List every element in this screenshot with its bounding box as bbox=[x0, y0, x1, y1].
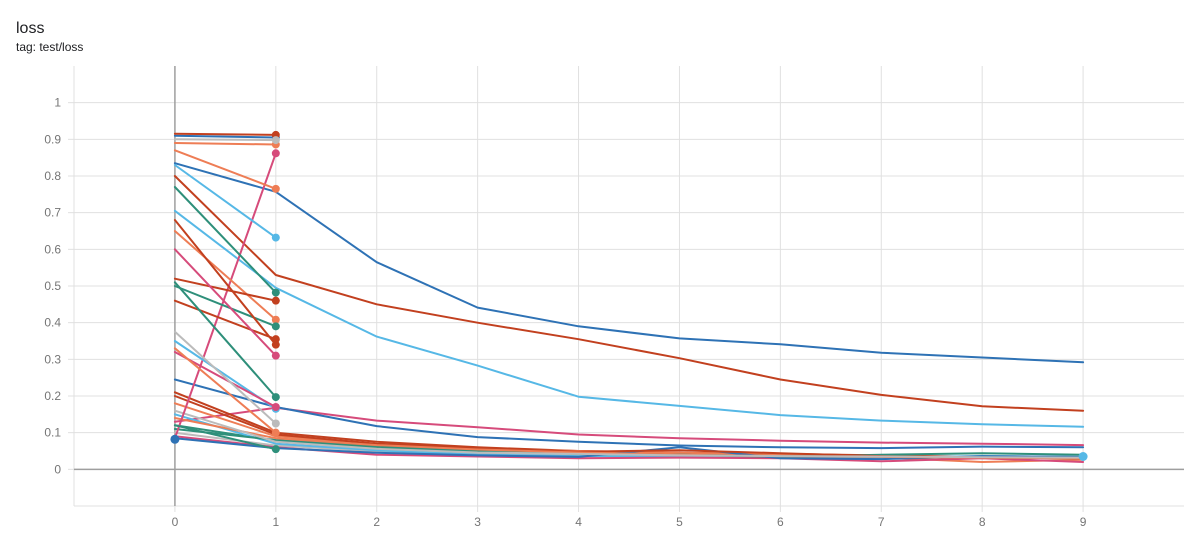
x-tick-label: 9 bbox=[1080, 515, 1087, 529]
y-tick-label: 0.3 bbox=[44, 352, 61, 366]
chart-tag: tag: test/loss bbox=[16, 40, 84, 54]
series-line-30 bbox=[173, 134, 277, 139]
series-end-point-17 bbox=[271, 233, 280, 242]
series-line-35 bbox=[173, 347, 277, 434]
series-line-15 bbox=[173, 409, 1085, 459]
chart-grid bbox=[68, 66, 1184, 512]
x-tick-label: 7 bbox=[878, 515, 885, 529]
series-line-31 bbox=[173, 132, 277, 136]
series-line-21 bbox=[173, 277, 277, 302]
x-tick-label: 2 bbox=[373, 515, 380, 529]
series-line-4 bbox=[173, 378, 1085, 450]
series-line-17 bbox=[173, 164, 277, 239]
series-line-18 bbox=[173, 149, 277, 190]
end-marker-0 bbox=[170, 434, 180, 444]
chart-card-header: loss tag: test/loss bbox=[16, 20, 83, 54]
chart-tick-labels: 0 1 2 3 4 5 6 7 8 9 0 0.1 0.2 0.3 0.4 0.5 0.6 0.7 0.8 0.9 1 bbox=[44, 96, 1086, 529]
series-line-19 bbox=[173, 186, 277, 294]
y-tick-label: 0.8 bbox=[44, 169, 61, 183]
series-line-33 bbox=[173, 138, 277, 142]
x-tick-label: 3 bbox=[474, 515, 481, 529]
x-tick-label: 8 bbox=[979, 515, 986, 529]
x-tick-label: 0 bbox=[172, 515, 179, 529]
series-line-26 bbox=[173, 281, 277, 399]
chart-markers-layer bbox=[170, 130, 1088, 461]
series-line-23 bbox=[173, 299, 277, 341]
chart-title: loss bbox=[16, 20, 45, 37]
series-end-point-35 bbox=[271, 428, 280, 437]
series-line-22 bbox=[173, 285, 277, 328]
y-tick-label: 0.1 bbox=[44, 426, 61, 440]
y-tick-label: 0.7 bbox=[44, 206, 61, 220]
series-end-point-29 bbox=[271, 419, 280, 428]
x-tick-label: 1 bbox=[272, 515, 279, 529]
series-end-point-26 bbox=[271, 393, 280, 402]
series-line-2 bbox=[173, 209, 1085, 428]
series-line-24 bbox=[173, 219, 277, 346]
series-end-point-25 bbox=[271, 351, 280, 360]
series-end-point-21 bbox=[271, 296, 280, 305]
y-tick-label: 0.9 bbox=[44, 132, 61, 146]
series-end-point-18 bbox=[271, 184, 280, 193]
series-end-point-34 bbox=[271, 445, 280, 454]
series-line-0 bbox=[173, 162, 1085, 364]
x-tick-label: 6 bbox=[777, 515, 784, 529]
series-line-3 bbox=[173, 406, 1085, 447]
series-end-point-33 bbox=[271, 136, 280, 145]
series-line-32 bbox=[173, 142, 277, 146]
series-end-point-19 bbox=[271, 288, 280, 297]
series-end-point-16 bbox=[271, 149, 280, 158]
series-line-1 bbox=[173, 175, 1085, 412]
series-line-20 bbox=[173, 230, 277, 321]
series-end-point-20 bbox=[271, 315, 280, 324]
y-tick-label: 1 bbox=[54, 96, 61, 110]
series-line-29 bbox=[173, 330, 277, 425]
series-end-point-28 bbox=[271, 403, 280, 411]
series-end-point-23 bbox=[271, 335, 280, 344]
series-end-point-24 bbox=[271, 340, 280, 349]
y-tick-label: 0 bbox=[54, 462, 61, 476]
y-tick-label: 0.5 bbox=[44, 279, 61, 293]
chart-series-layer bbox=[173, 132, 1085, 463]
y-tick-label: 0.6 bbox=[44, 242, 61, 256]
y-tick-label: 0.4 bbox=[44, 316, 61, 330]
y-tick-label: 0.2 bbox=[44, 389, 61, 403]
series-line-25 bbox=[173, 248, 277, 357]
series-line-34 bbox=[173, 424, 277, 451]
x-tick-label: 4 bbox=[575, 515, 582, 529]
series-end-point-22 bbox=[271, 322, 280, 331]
series-line-16 bbox=[173, 152, 277, 440]
x-tick-label: 5 bbox=[676, 515, 683, 529]
end-marker-1 bbox=[1078, 452, 1088, 461]
